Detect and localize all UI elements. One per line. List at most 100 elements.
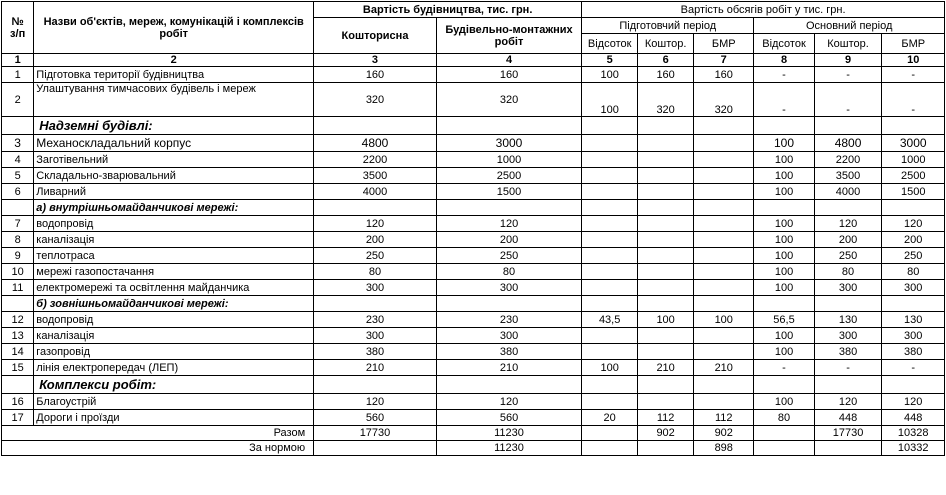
row-number: 2 — [0, 82, 35, 117]
prep-bmr: 160 — [693, 66, 755, 83]
main-bmr: 2500 — [881, 167, 945, 184]
prep-pct: 20 — [581, 409, 639, 426]
table-row: 9 теплотраса 250 250 100 250 250 — [0, 247, 945, 264]
main-pct: 100 — [753, 393, 815, 410]
cost-bmr: 160 — [435, 66, 583, 83]
cost-estimate: 3500 — [313, 167, 437, 184]
empty-cell — [693, 295, 755, 312]
row-name: електромережі та освітлення майданчика — [33, 279, 315, 296]
subsection-row: а) внутрішньомайданчикові мережі: — [0, 199, 945, 216]
row-number: 9 — [0, 247, 35, 264]
main-estimate: 448 — [813, 409, 883, 426]
table-row: 11 електромережі та освітлення майданчика… — [0, 279, 945, 296]
header-num-text: № з/п — [10, 15, 26, 40]
table-row: 1 Підготовка території будівництва 160 160 1… — [0, 66, 945, 83]
column-number: 4 — [435, 53, 583, 67]
main-bmr: 1000 — [881, 151, 945, 168]
main-pct: - — [753, 82, 815, 117]
empty-cell — [313, 375, 437, 394]
table-row: 6 Ливарний 4000 1500 100 4000 1500 — [0, 183, 945, 200]
header-prep-period: Підготовчий період — [581, 17, 755, 34]
main-estimate: 80 — [813, 263, 883, 280]
main-pct: 100 — [753, 343, 815, 360]
empty-cell — [881, 116, 945, 135]
header-volume-group: Вартість обсягів робіт у тис. грн. — [581, 1, 945, 18]
prep-bmr — [693, 231, 755, 248]
prep-bmr — [693, 263, 755, 280]
main-estimate: 2200 — [813, 151, 883, 168]
row-number: 6 — [0, 183, 35, 200]
main-estimate: 380 — [813, 343, 883, 360]
prep-bmr — [693, 151, 755, 168]
prep-estimate — [637, 247, 695, 264]
column-number: 7 — [693, 53, 755, 67]
row-name: каналізація — [33, 231, 315, 248]
prep-pct: 100 — [581, 66, 639, 83]
cost-bmr: 200 — [435, 231, 583, 248]
row-name: водопровід — [33, 311, 315, 328]
subsection-title: а) внутрішньомайданчикові мережі: — [33, 199, 315, 216]
subsection-title: б) зовнішньомайданчикові мережі: — [33, 295, 315, 312]
row-name: Ливарний — [33, 183, 315, 200]
empty-cell — [881, 295, 945, 312]
main-bmr: - — [881, 82, 945, 117]
main-estimate: 4000 — [813, 183, 883, 200]
norm-bmr: 11230 — [435, 440, 583, 456]
empty-cell — [435, 375, 583, 394]
section-num-cell — [0, 375, 35, 394]
prep-bmr — [693, 327, 755, 344]
table-row: 3 Механоскладальний корпус 4800 3000 100 4800… — [0, 134, 945, 152]
prep-estimate — [637, 393, 695, 410]
empty-cell — [813, 295, 883, 312]
main-estimate: 300 — [813, 279, 883, 296]
row-name: мережі газопостачання — [33, 263, 315, 280]
row-number: 7 — [0, 215, 35, 232]
prep-estimate — [637, 231, 695, 248]
row-name: Складально-зварювальний — [33, 167, 315, 184]
cost-bmr: 300 — [435, 279, 583, 296]
prep-pct — [581, 279, 639, 296]
norm-estimate — [313, 440, 437, 456]
prep-estimate — [637, 327, 695, 344]
main-pct: 100 — [753, 231, 815, 248]
empty-cell — [637, 116, 695, 135]
row-name: Заготівельний — [33, 151, 315, 168]
empty-cell — [813, 116, 883, 135]
prep-estimate — [637, 279, 695, 296]
header-cost-bmr: Будівельно-монтажних робіт — [435, 17, 583, 54]
header-main-period: Основний період — [753, 17, 945, 34]
main-bmr: 300 — [881, 279, 945, 296]
section-num-cell — [0, 116, 35, 135]
cost-estimate: 560 — [313, 409, 437, 426]
cost-bmr: 1000 — [435, 151, 583, 168]
empty-cell — [313, 199, 437, 216]
total-main-pct — [753, 425, 815, 441]
cost-bmr: 320 — [435, 82, 583, 117]
norm-main-bmr: 10332 — [881, 440, 945, 456]
section-num-cell — [0, 295, 35, 312]
section-row: Надземні будівлі: — [0, 116, 945, 135]
prep-bmr — [693, 279, 755, 296]
table-row: 5 Складально-зварювальний 3500 2500 100 3500 2… — [0, 167, 945, 184]
prep-pct: 43,5 — [581, 311, 639, 328]
main-pct: 100 — [753, 263, 815, 280]
main-pct: 56,5 — [753, 311, 815, 328]
prep-pct — [581, 167, 639, 184]
empty-cell — [637, 199, 695, 216]
prep-estimate: 112 — [637, 409, 695, 426]
row-number: 10 — [0, 263, 35, 280]
cost-estimate: 80 — [313, 263, 437, 280]
cost-estimate: 210 — [313, 359, 437, 376]
row-number: 16 — [0, 393, 35, 410]
prep-pct — [581, 343, 639, 360]
empty-cell — [313, 116, 437, 135]
norm-main-pct — [753, 440, 815, 456]
prep-pct — [581, 151, 639, 168]
cost-bmr: 210 — [435, 359, 583, 376]
empty-cell — [581, 116, 639, 135]
table-row: 8 каналізація 200 200 100 200 200 — [0, 231, 945, 248]
main-estimate: 250 — [813, 247, 883, 264]
table-row: 4 Заготівельний 2200 1000 100 2200 1000 — [0, 151, 945, 168]
main-estimate: 200 — [813, 231, 883, 248]
total-row: Разом 17730 11230 902 902 17730 10328 — [0, 425, 945, 441]
